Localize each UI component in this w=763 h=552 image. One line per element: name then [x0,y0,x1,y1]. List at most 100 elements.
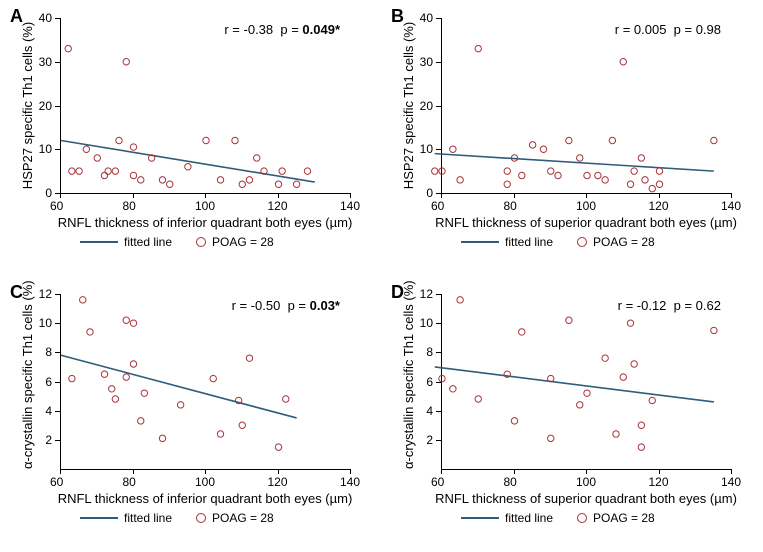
y-tick-label: 20 [39,99,52,113]
y-axis-title: HSP27 specific Th1 cells (%) [20,18,35,193]
data-point [602,355,608,361]
y-tick-label: 20 [420,99,433,113]
data-point [138,418,144,424]
data-point [159,177,165,183]
legend-line-icon [80,517,118,519]
y-tick-label: 10 [39,316,52,330]
data-point [275,181,281,187]
data-point [239,181,245,187]
data-point [656,181,662,187]
data-point [112,396,118,402]
x-tick-label: 140 [721,199,741,213]
data-point [246,177,252,183]
x-tick-label: 100 [576,475,596,489]
data-point [450,146,456,152]
y-tick [436,193,441,194]
x-tick [514,193,515,198]
x-tick [731,469,732,474]
x-tick-label: 60 [431,475,444,489]
data-point [116,137,122,143]
legend-fitted-label: fitted line [505,511,553,525]
stats-text: r = -0.38 p = 0.049* [224,22,340,37]
x-tick-label: 120 [268,475,288,489]
y-tick [436,323,441,324]
data-point [638,444,644,450]
legend-marker-icon [196,237,206,247]
data-point [475,396,481,402]
data-point [304,168,310,174]
data-point [548,435,554,441]
data-point [130,172,136,178]
data-point [584,390,590,396]
y-tick-label: 30 [420,55,433,69]
y-tick-label: 0 [426,186,433,200]
data-point [69,168,75,174]
plot-svg [61,18,351,193]
y-tick [55,62,60,63]
legend-line-icon [461,241,499,243]
data-point [638,422,644,428]
data-point [620,374,626,380]
data-point [511,418,517,424]
panel-c: C608010012014024681012RNFL thickness of … [0,276,381,552]
x-tick [205,193,206,198]
data-point [711,327,717,333]
y-tick [436,149,441,150]
data-point [577,155,583,161]
data-point [656,168,662,174]
data-point [123,317,129,323]
legend: fitted linePOAG = 28 [80,511,274,525]
data-point [109,386,115,392]
data-point [239,422,245,428]
data-point [519,329,525,335]
data-point [631,168,637,174]
data-point [609,137,615,143]
x-tick-label: 120 [268,199,288,213]
fitted-line [435,154,714,172]
data-point [65,45,71,51]
y-axis-title: α-crystallin specific Th1 cells (%) [20,294,35,469]
data-point [595,172,601,178]
plot-svg [61,294,351,469]
x-tick [659,193,660,198]
x-axis-title: RNFL thickness of inferior quadrant both… [50,491,360,506]
plot-svg [442,18,732,193]
data-point [577,402,583,408]
data-point [432,168,438,174]
y-axis-title: α-crystallin specific Th1 cells (%) [401,294,416,469]
y-tick-label: 8 [45,345,52,359]
stats-text: r = 0.005 p = 0.98 [615,22,721,37]
x-tick [205,469,206,474]
plot-svg [442,294,732,469]
data-point [519,172,525,178]
x-tick-label: 120 [649,475,669,489]
x-tick [586,193,587,198]
y-tick [55,106,60,107]
y-tick [436,440,441,441]
plot-area [441,18,732,194]
x-tick [731,193,732,198]
data-point [94,155,100,161]
legend-fitted-label: fitted line [124,235,172,249]
y-tick-label: 2 [45,433,52,447]
data-point [105,168,111,174]
x-tick-label: 60 [431,199,444,213]
data-point [177,402,183,408]
data-point [232,137,238,143]
x-axis-title: RNFL thickness of superior quadrant both… [431,491,741,506]
data-point [504,168,510,174]
plot-area [441,294,732,470]
data-point [69,375,75,381]
plot-area [60,18,351,194]
data-point [566,317,572,323]
x-tick [278,469,279,474]
x-tick [60,193,61,198]
data-point [130,320,136,326]
legend-line-icon [80,241,118,243]
y-tick [55,411,60,412]
x-tick-label: 80 [123,199,136,213]
data-point [83,146,89,152]
legend-poag-label: POAG = 28 [212,235,274,249]
data-point [123,374,129,380]
data-point [130,144,136,150]
